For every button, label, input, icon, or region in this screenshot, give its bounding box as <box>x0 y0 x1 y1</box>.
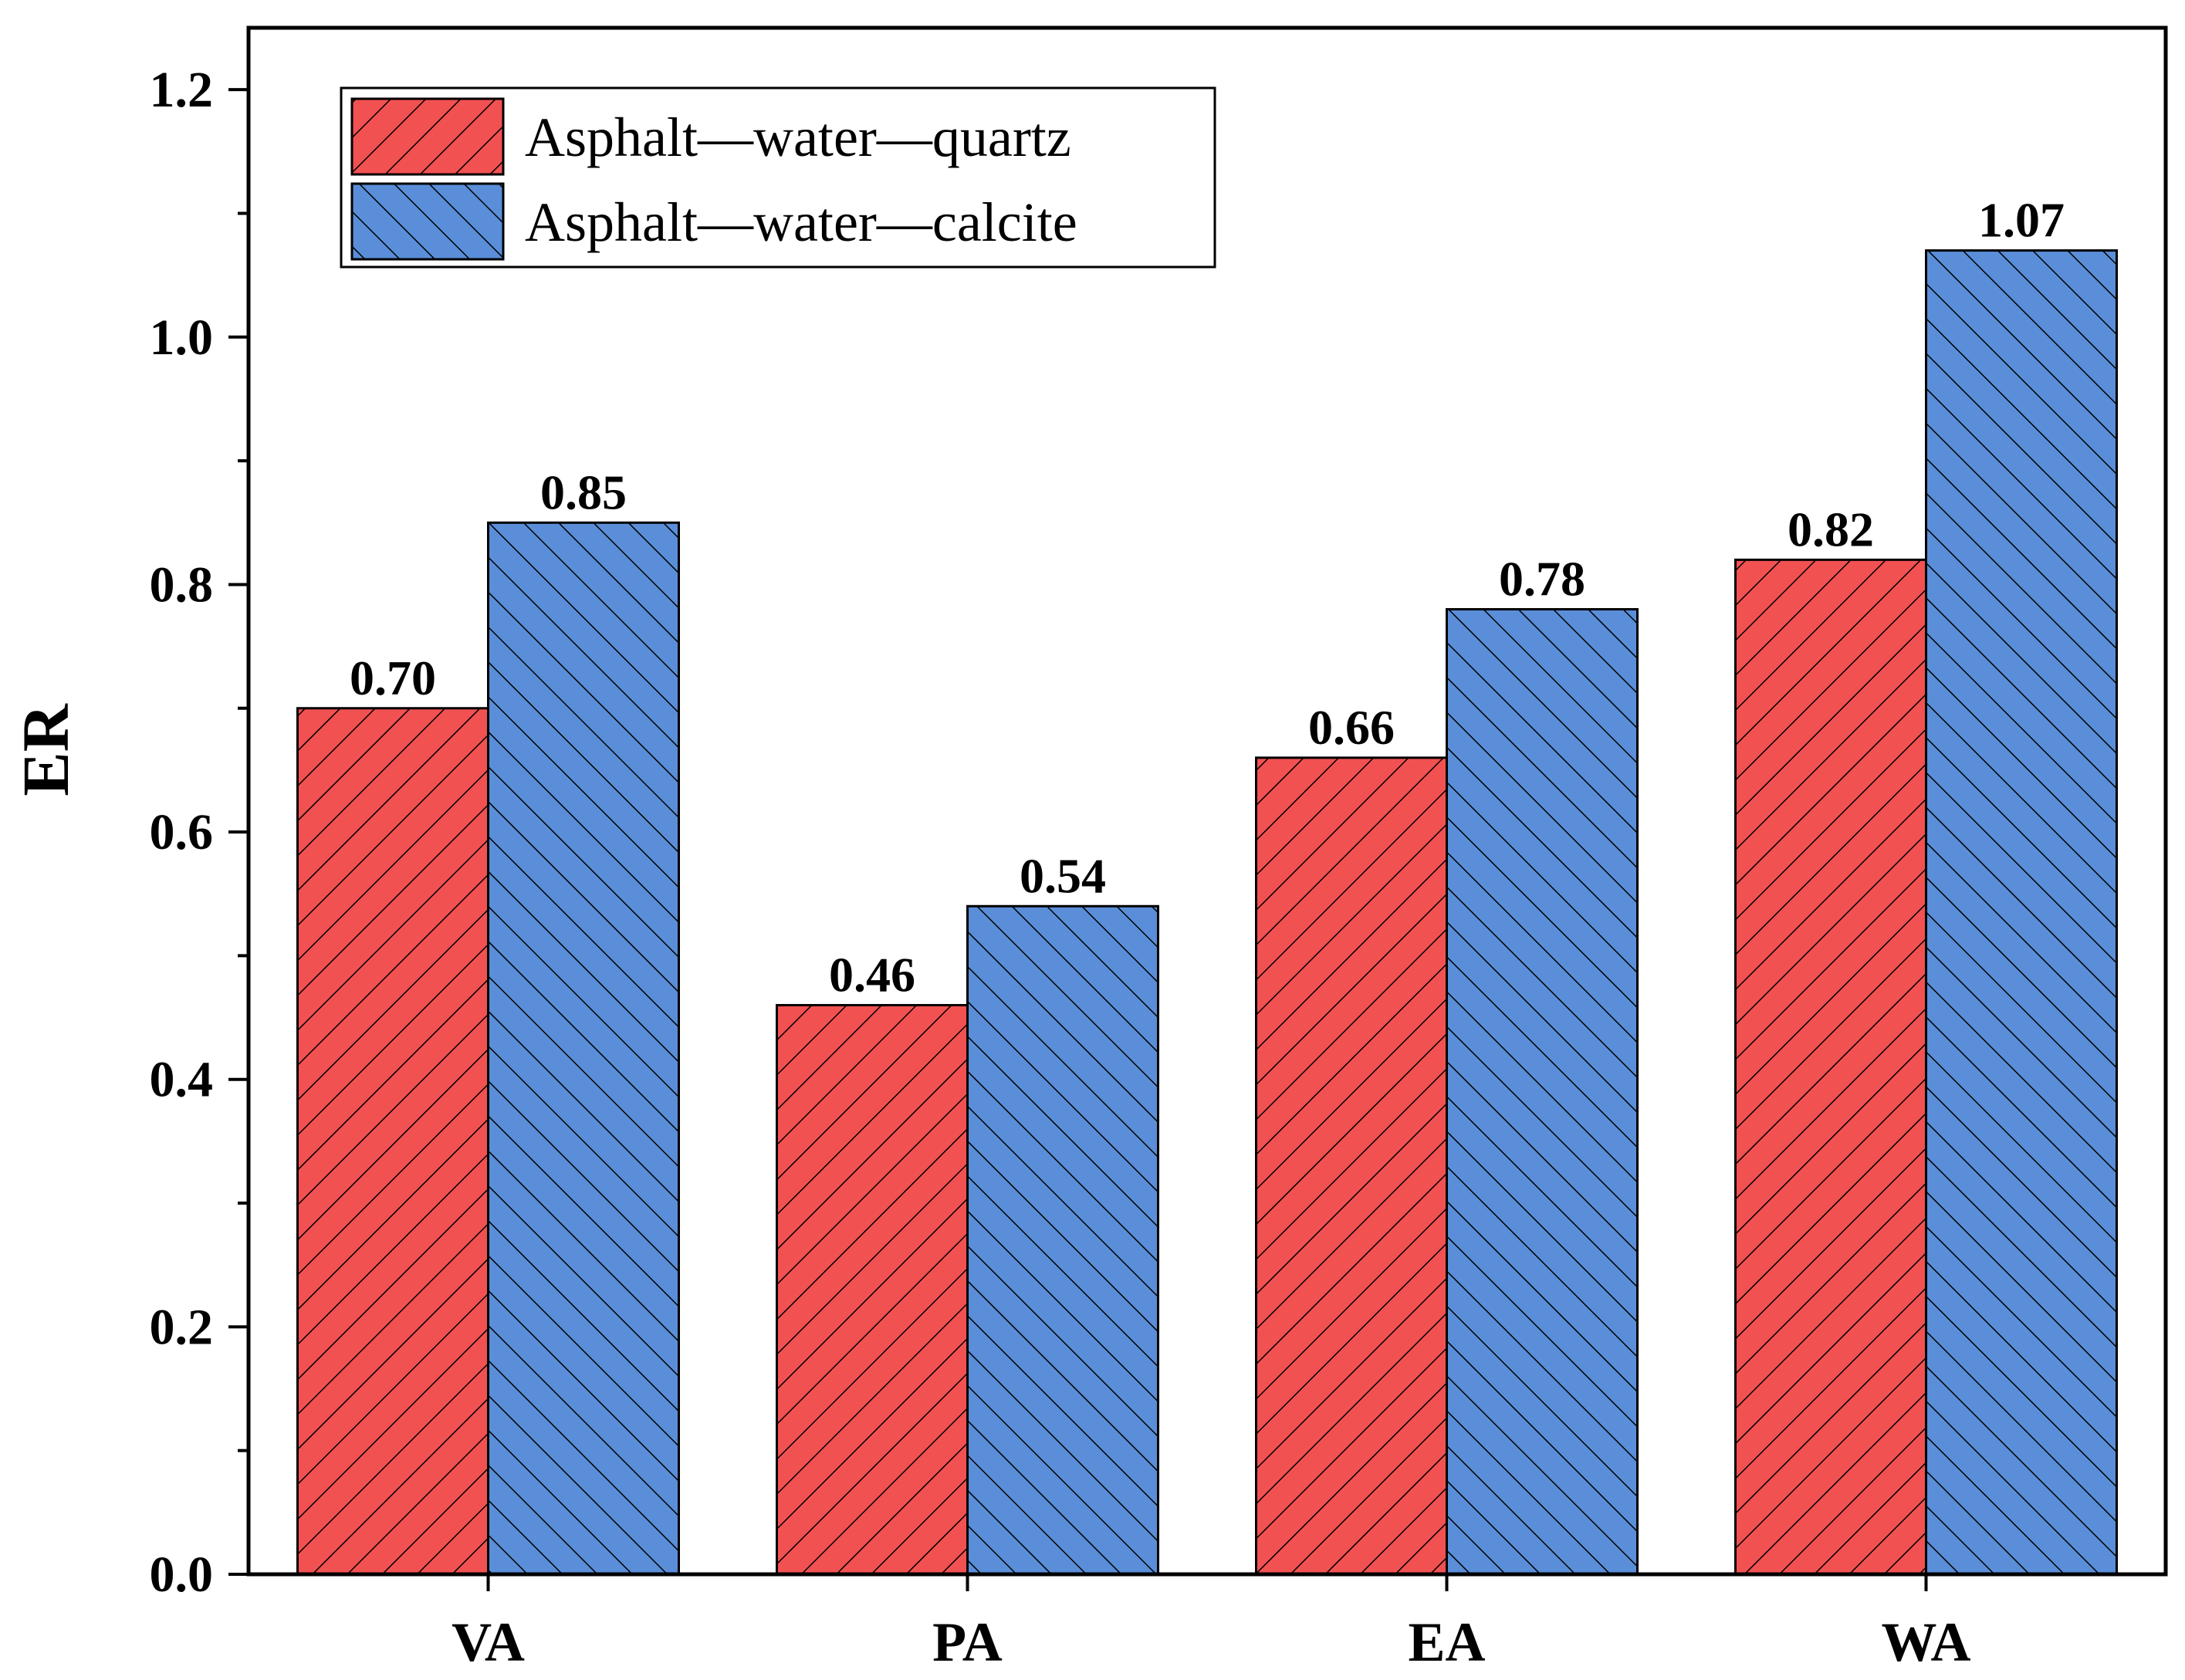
value-label-va-calcite: 0.85 <box>540 465 627 519</box>
value-label-va-quartz: 0.70 <box>350 651 436 705</box>
legend-swatch-quartz-hatch <box>350 97 505 176</box>
bar-hatch-pa-quartz <box>776 1004 969 1576</box>
bar-hatch-wa-calcite <box>1925 249 2118 1576</box>
plot-area: 0.70 0.85 VA 0.46 0.54 PA 0.66 0.78 EA 0.82 1.07 WA… <box>150 25 2168 1673</box>
plot-frame <box>246 25 2168 1577</box>
value-label-wa-quartz: 0.82 <box>1788 502 1874 556</box>
legend-label-calcite: Asphalt—water—calcite <box>525 191 1077 253</box>
x-tick-label-pa: PA <box>932 1611 1003 1673</box>
y-tick-label: 0.2 <box>150 1299 214 1355</box>
value-label-ea-quartz: 0.66 <box>1308 700 1395 755</box>
y-tick-label: 0.6 <box>150 804 214 860</box>
legend-swatch-calcite-hatch <box>350 182 505 261</box>
bar-hatch-va-quartz <box>296 707 489 1576</box>
x-tick-label-wa: WA <box>1881 1611 1970 1673</box>
y-tick-label: 1.0 <box>150 309 214 366</box>
bar-hatch-pa-calcite <box>966 904 1159 1576</box>
bar-hatch-va-calcite <box>487 521 680 1576</box>
y-tick-label: 0.0 <box>150 1546 214 1603</box>
legend: Asphalt—water—quartz Asphalt—water—calci… <box>340 86 1216 269</box>
bar-hatch-wa-quartz <box>1734 558 1927 1576</box>
x-tick-label-va: VA <box>452 1611 525 1673</box>
bar-hatch-ea-calcite <box>1446 608 1639 1576</box>
y-tick-label: 0.4 <box>150 1052 214 1108</box>
y-tick-label: 1.2 <box>150 62 214 118</box>
value-label-wa-calcite: 1.07 <box>1978 193 2065 248</box>
y-axis-title: ER <box>8 703 83 796</box>
value-label-ea-calcite: 0.78 <box>1499 552 1585 607</box>
y-tick-label: 0.8 <box>150 556 214 613</box>
value-label-pa-calcite: 0.54 <box>1020 848 1106 903</box>
value-label-pa-quartz: 0.46 <box>829 948 915 1002</box>
bar-hatch-ea-quartz <box>1255 756 1448 1576</box>
legend-label-quartz: Asphalt—water—quartz <box>525 106 1071 168</box>
x-tick-label-ea: EA <box>1408 1611 1485 1673</box>
